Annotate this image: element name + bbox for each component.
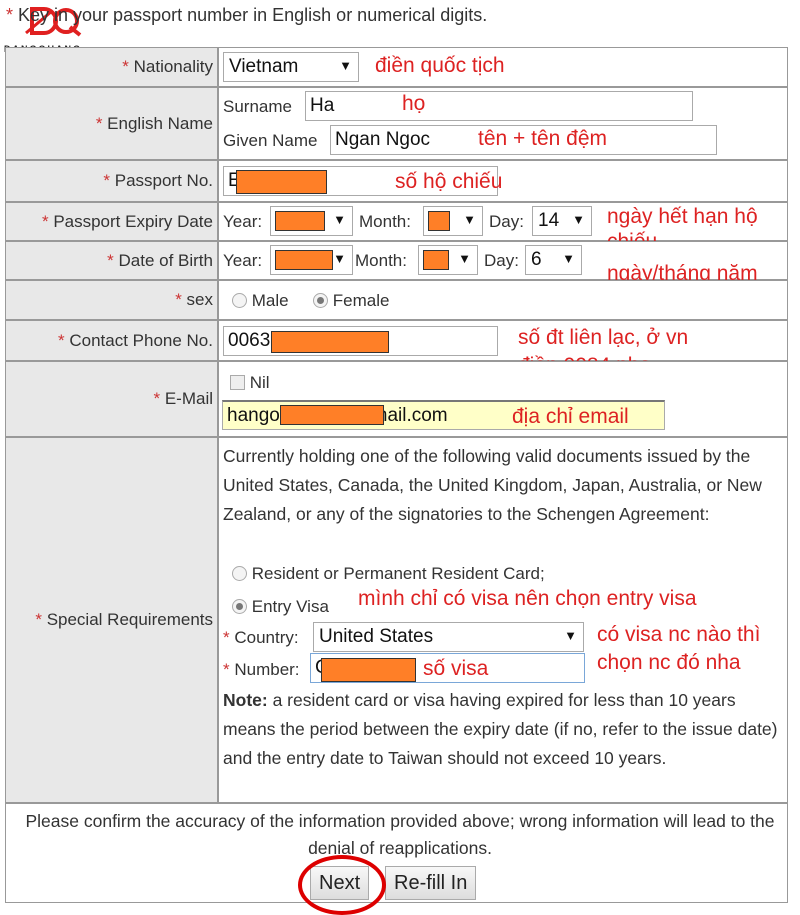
dob-label: * Date of Birth [5,241,218,280]
dob-day-select[interactable]: 6 ▼ [525,245,582,275]
country-note-2: chọn nc đó nha [597,651,741,674]
special-description: Currently holding one of the following v… [223,446,762,524]
dob-year-label: Year: [223,251,263,270]
sex-female-radio[interactable]: Female [313,291,389,311]
expiry-day-label: Day: [489,212,524,231]
resident-card-radio[interactable]: Resident or Permanent Resident Card; [232,564,545,584]
email-nil-checkbox[interactable]: Nil [230,373,270,393]
passport-label: * Passport No. [5,160,218,202]
confirm-text: Please confirm the accuracy of the infor… [25,811,775,858]
redaction [236,170,327,194]
expiry-month-select[interactable]: ▼ [423,206,483,236]
instruction: * Key in your passport number in English… [6,5,488,25]
logo-mark-icon [25,7,82,37]
phone-note: số đt liên lạc, ở vn [518,326,689,349]
nationality-label: * Nationality [5,47,218,87]
surname-input[interactable]: Ha [305,91,693,121]
surname-label: Surname [223,97,292,116]
given-name-label: Given Name [223,131,318,150]
dob-year-select[interactable]: ▼ [270,245,353,275]
radio-icon[interactable] [232,566,247,581]
english-name-label: * English Name [5,87,218,160]
dob-month-select[interactable]: ▼ [418,245,478,275]
refill-button[interactable]: Re-fill In [385,866,477,900]
sex-label: * sex [5,280,218,320]
radio-icon[interactable] [232,293,247,308]
visa-number-note: số visa [423,657,489,680]
email-label: * E-Mail [5,361,218,437]
checkbox-icon[interactable] [230,375,245,390]
phone-label: * Contact Phone No. [5,320,218,361]
expiry-day-select[interactable]: 14 ▼ [532,206,592,236]
redaction [280,405,384,425]
redaction [321,658,416,682]
given-name-input[interactable]: Ngan Ngoc [330,125,717,155]
country-select[interactable]: United States ▼ [313,622,584,652]
special-label: * Special Requirements [5,437,218,803]
radio-selected-icon[interactable] [313,293,328,308]
country-note: có visa nc nào thì [597,623,761,646]
expiry-month-label: Month: [359,212,411,231]
expiry-year-select[interactable]: ▼ [270,206,353,236]
special-note: Note: a resident card or visa having exp… [223,690,778,768]
nationality-select[interactable]: Vietnam ▼ [223,52,359,82]
passport-note: số hộ chiếu [395,170,503,193]
entry-visa-radio[interactable]: Entry Visa [232,597,329,617]
expiry-label: * Passport Expiry Date [5,202,218,241]
number-label: * Number: [223,660,300,679]
country-label: * Country: [223,628,299,647]
special-cell [218,437,788,803]
radio-selected-icon[interactable] [232,599,247,614]
entry-visa-note: mình chỉ có visa nên chọn entry visa [358,587,697,610]
redaction [271,331,389,353]
nationality-note: điền quốc tịch [375,54,505,77]
dob-month-label: Month: [355,251,407,270]
email-note: địa chỉ email [512,405,629,428]
sex-cell [218,280,788,320]
surname-note: họ [402,92,426,115]
given-name-note: tên + tên đệm [478,127,608,150]
expiry-year-label: Year: [223,212,263,231]
highlight-circle [298,855,386,915]
sex-male-radio[interactable]: Male [232,291,289,311]
dob-day-label: Day: [484,251,519,270]
